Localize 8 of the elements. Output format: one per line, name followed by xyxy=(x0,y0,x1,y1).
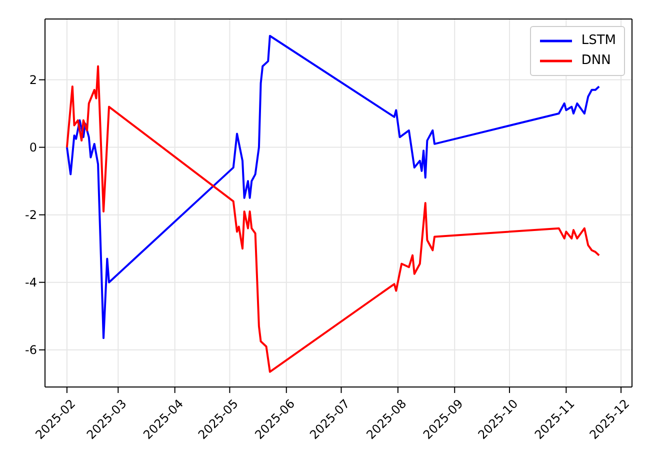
y-tick-label: 2 xyxy=(29,73,37,88)
y-tick-label: -6 xyxy=(25,343,37,358)
y-tick-label: 0 xyxy=(29,140,37,155)
y-tick-label: -2 xyxy=(25,208,37,222)
legend-label: LSTM xyxy=(581,32,616,50)
line-series xyxy=(66,65,600,373)
legend-label: DNN xyxy=(581,52,611,70)
y-tick-label: -4 xyxy=(25,276,37,290)
